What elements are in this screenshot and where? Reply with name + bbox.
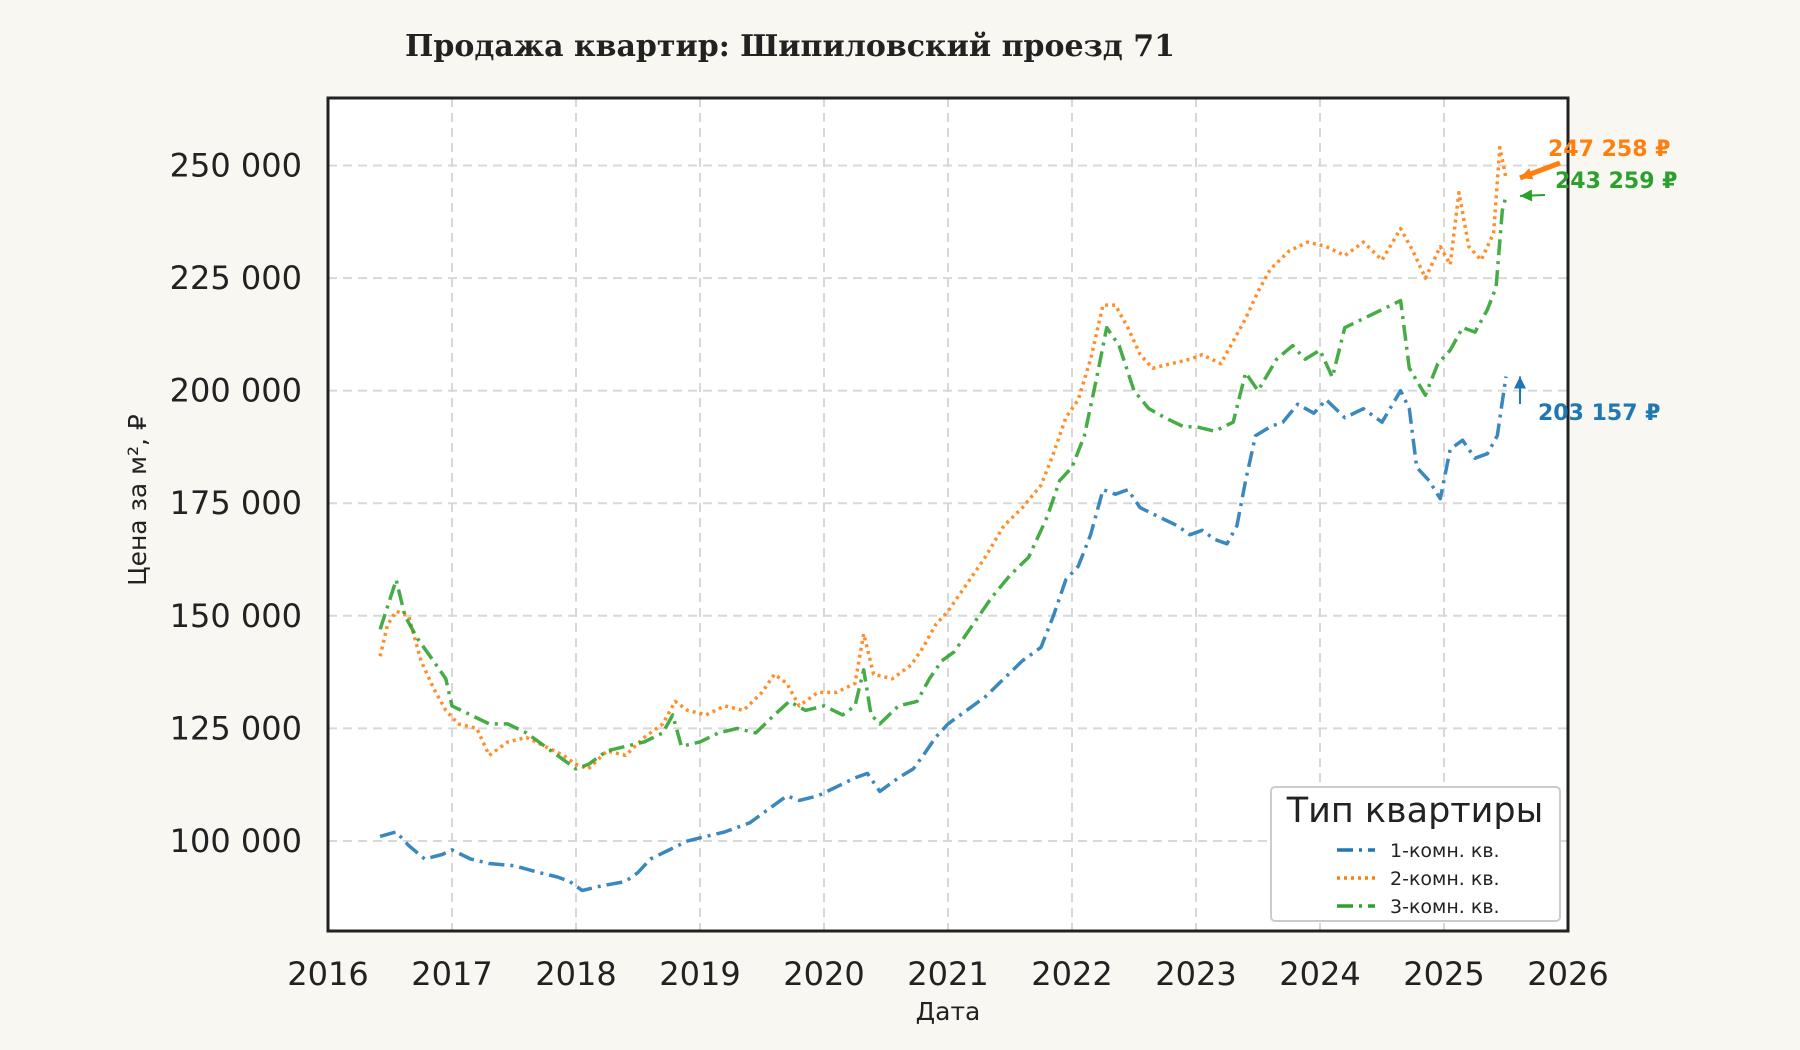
legend-title: Тип квартиры [1286, 791, 1544, 831]
y-tick-label-175000: 175 000 [170, 484, 302, 522]
end-arrowhead-2 [1520, 168, 1534, 180]
x-tick-label-2019: 2019 [659, 955, 740, 993]
y-tick-label-250000: 250 000 [170, 147, 302, 185]
x-tick-label-2016: 2016 [287, 955, 368, 993]
end-value-label-2: 247 258 ₽ [1548, 137, 1670, 162]
x-tick-label-2023: 2023 [1155, 955, 1236, 993]
end-arrowhead-3 [1520, 189, 1533, 202]
x-tick-label-2025: 2025 [1403, 955, 1484, 993]
x-tick-label-2018: 2018 [535, 955, 616, 993]
legend-box [1270, 786, 1561, 922]
series-line-1 [379, 376, 1508, 893]
x-tick-label-2017: 2017 [411, 955, 492, 993]
legend-label-3: 3-комн. кв. [1390, 896, 1500, 918]
legend-label-2: 2-комн. кв. [1390, 868, 1500, 890]
end-annotations: 203 157 ₽ 247 258 ₽ 243 259 ₽ [1514, 137, 1677, 426]
x-axis-ticks: 2016 2017 2018 2019 2020 2021 2022 2023 2024 2025… [287, 955, 1608, 993]
series-layer [378, 145, 1508, 893]
y-axis-label: Цена за м², ₽ [123, 414, 152, 586]
chart-title: Продажа квартир: Шипиловский проезд 71 [405, 29, 1175, 64]
y-tick-label-125000: 125 000 [170, 709, 302, 747]
y-tick-label-200000: 200 000 [170, 372, 302, 410]
x-tick-label-2024: 2024 [1279, 955, 1360, 993]
y-tick-label-150000: 150 000 [170, 597, 302, 635]
legend: Тип квартиры 1-комн. кв. 2-комн. кв. 3-ком… [1270, 786, 1561, 922]
x-tick-label-2020: 2020 [783, 955, 864, 993]
x-axis-label: Дата [916, 997, 981, 1026]
end-arrowhead-1 [1514, 376, 1526, 389]
y-axis-ticks: 100 000 125 000 150 000 175 000 200 000 225 0… [170, 147, 302, 860]
end-value-label-1: 203 157 ₽ [1538, 401, 1660, 426]
y-tick-label-225000: 225 000 [170, 259, 302, 297]
x-tick-label-2026: 2026 [1527, 955, 1608, 993]
x-tick-label-2022: 2022 [1031, 955, 1112, 993]
grid-lines [328, 98, 1568, 931]
series-line-3 [378, 195, 1508, 771]
legend-label-1: 1-комн. кв. [1390, 840, 1500, 862]
series-line-2 [378, 145, 1508, 771]
y-tick-label-100000: 100 000 [170, 822, 302, 860]
plot-frame [326, 96, 1570, 933]
end-value-label-3: 243 259 ₽ [1555, 169, 1677, 194]
x-tick-label-2021: 2021 [907, 955, 988, 993]
